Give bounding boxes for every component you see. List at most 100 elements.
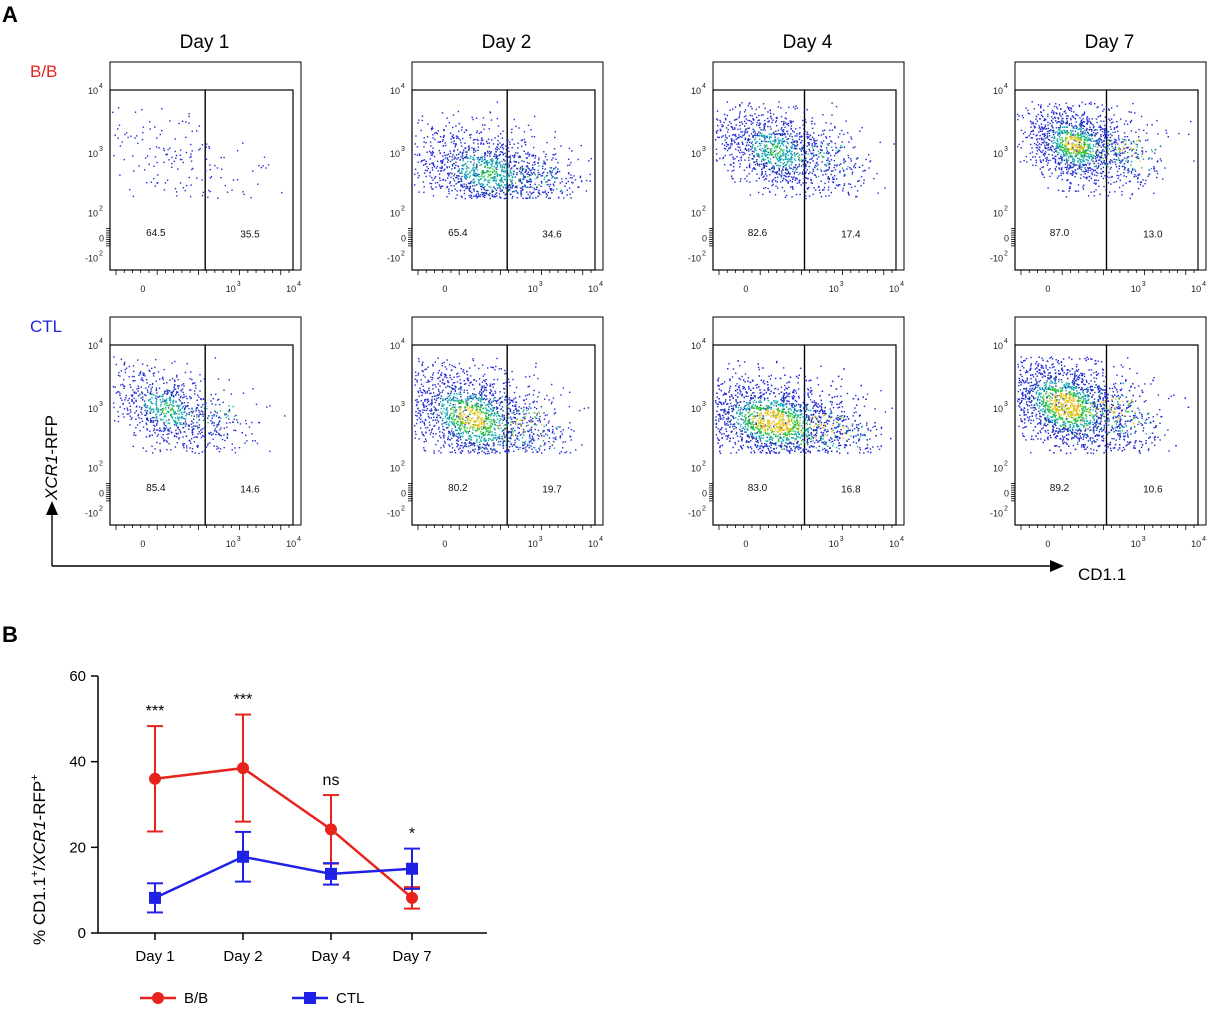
scatter-dot [166, 382, 168, 384]
scatter-dot [157, 408, 159, 410]
scatter-dot [794, 145, 796, 147]
scatter-dot [837, 184, 840, 186]
scatter-dot [1080, 160, 1082, 163]
scatter-dot [1068, 164, 1071, 166]
scatter-dot [113, 154, 115, 157]
scatter-dot [732, 178, 734, 180]
scatter-dot [499, 179, 501, 181]
scatter-dot [453, 140, 455, 142]
scatter-dot [476, 195, 478, 197]
scatter-dot [821, 149, 823, 151]
scatter-dot [1070, 148, 1072, 150]
scatter-dot [520, 193, 523, 195]
scatter-dot [171, 377, 174, 380]
scatter-dot [460, 185, 462, 187]
scatter-dot [529, 174, 531, 176]
scatter-dot [175, 392, 178, 394]
scatter-dot [510, 131, 513, 134]
scatter-dot [1068, 143, 1070, 146]
scatter-dot [787, 171, 790, 173]
scatter-dot [184, 425, 187, 427]
scatter-dot [501, 166, 504, 169]
scatter-dot [511, 179, 513, 181]
scatter-dot [1136, 144, 1138, 146]
scatter-dot [449, 172, 452, 174]
scatter-dot [805, 197, 807, 200]
scatter-dot [549, 197, 551, 199]
scatter-dot [529, 197, 531, 199]
scatter-dot [1075, 127, 1078, 129]
scatter-dot [772, 183, 774, 186]
scatter-dot [1094, 169, 1097, 172]
scatter-dot [1037, 141, 1039, 143]
scatter-dot [183, 402, 186, 404]
scatter-dot [201, 144, 204, 146]
scatter-dot [142, 447, 144, 449]
scatter-dot [473, 173, 475, 175]
scatter-dot [1018, 115, 1020, 117]
scatter-dot [499, 164, 502, 166]
scatter-dot [156, 416, 158, 418]
scatter-dot [1104, 163, 1106, 165]
scatter-dot [785, 156, 787, 158]
scatter-dot [1066, 149, 1068, 151]
scatter-dot [1048, 132, 1050, 134]
scatter-dot [148, 369, 150, 372]
scatter-dot [519, 180, 521, 183]
scatter-dot [233, 429, 235, 431]
scatter-dot [486, 167, 489, 169]
scatter-dot [1091, 158, 1093, 161]
scatter-dot [446, 196, 448, 198]
scatter-dot [442, 155, 444, 157]
scatter-dot [1097, 144, 1100, 146]
scatter-dot [521, 189, 524, 191]
scatter-dot [1085, 158, 1087, 161]
scatter-dot [551, 170, 554, 172]
scatter-dot [537, 162, 540, 164]
scatter-dot [1097, 154, 1100, 156]
scatter-dot [1044, 146, 1046, 148]
scatter-dot [769, 148, 771, 150]
scatter-dot [417, 172, 419, 174]
scatter-dot [174, 435, 176, 437]
scatter-dot [1054, 117, 1057, 119]
scatter-dot [1086, 131, 1089, 133]
scatter-dot [1108, 118, 1110, 120]
scatter-dot [767, 187, 769, 190]
scatter-dot [820, 170, 823, 172]
scatter-dot [166, 404, 168, 407]
scatter-dot [1043, 127, 1045, 129]
scatter-dot [739, 151, 741, 154]
y-tick-label: 0 [99, 234, 104, 244]
scatter-dot [456, 190, 458, 192]
scatter-dot [1114, 161, 1116, 163]
scatter-dot [518, 178, 520, 180]
scatter-dot [565, 177, 567, 180]
scatter-dot [218, 420, 221, 423]
scatter-dot [1101, 151, 1103, 154]
scatter-dot [761, 155, 763, 157]
scatter-dot [222, 401, 224, 403]
scatter-dot [469, 190, 471, 192]
scatter-dot [460, 184, 462, 186]
scatter-dot [491, 191, 493, 193]
scatter-dot [195, 387, 197, 389]
scatter-dot [162, 438, 164, 440]
scatter-dot [1088, 137, 1090, 139]
scatter-dot [482, 183, 485, 186]
scatter-dot [210, 419, 212, 422]
scatter-dot [491, 195, 494, 198]
scatter-dot [175, 436, 178, 438]
scatter-dot [202, 415, 204, 417]
scatter-dot [1114, 153, 1116, 156]
scatter-dot [807, 177, 809, 180]
scatter-dot [1070, 138, 1072, 140]
scatter-dot [462, 137, 464, 140]
scatter-dot [528, 168, 530, 170]
scatter-dot [1054, 131, 1056, 133]
scatter-dot [1048, 130, 1050, 132]
scatter-dot [128, 413, 130, 415]
scatter-dot [840, 145, 842, 147]
scatter-dot [417, 177, 419, 179]
scatter-dot [736, 143, 738, 145]
